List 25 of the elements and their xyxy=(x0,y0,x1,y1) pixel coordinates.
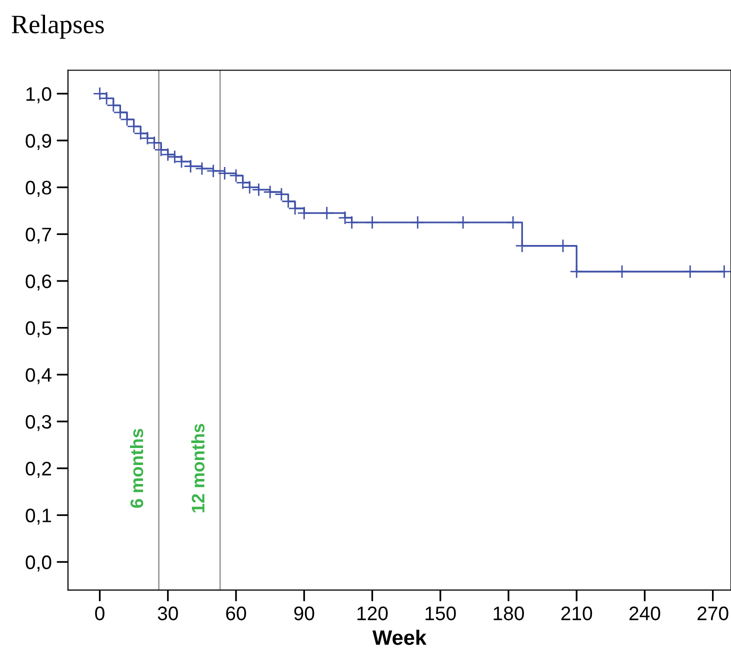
y-tick-label: 0,9 xyxy=(26,134,52,150)
y-tick-label: 0,6 xyxy=(26,274,52,291)
x-tick-label: 90 xyxy=(294,606,314,620)
y-tick-label: 0,4 xyxy=(26,368,52,384)
ref-line-label: 6 months xyxy=(130,428,144,508)
chart-title: Relapses xyxy=(12,14,104,39)
x-axis-title: Week xyxy=(372,630,427,646)
y-tick-label: 0,7 xyxy=(26,228,52,244)
y-tick-label: 0,8 xyxy=(26,180,52,197)
y-tick-label: 0,1 xyxy=(26,508,52,525)
x-tick-label: 150 xyxy=(426,606,456,620)
y-tick-label: 0,3 xyxy=(26,414,52,432)
y-tick-label: 1,0 xyxy=(26,87,52,104)
x-tick-label: 240 xyxy=(629,606,660,620)
x-tick-label: 120 xyxy=(358,606,388,620)
ref-line-label: 12 months xyxy=(191,424,205,512)
y-tick-label: 0,0 xyxy=(26,555,52,572)
x-tick-label: 0 xyxy=(95,606,104,620)
x-tick-label: 270 xyxy=(698,606,728,620)
x-tick-label: 30 xyxy=(158,606,178,620)
x-tick-label: 210 xyxy=(561,606,592,620)
y-tick-label: 0,5 xyxy=(26,321,52,338)
x-tick-label: 180 xyxy=(494,606,524,620)
y-tick-label: 0,2 xyxy=(26,462,52,478)
x-tick-label: 60 xyxy=(226,606,246,620)
